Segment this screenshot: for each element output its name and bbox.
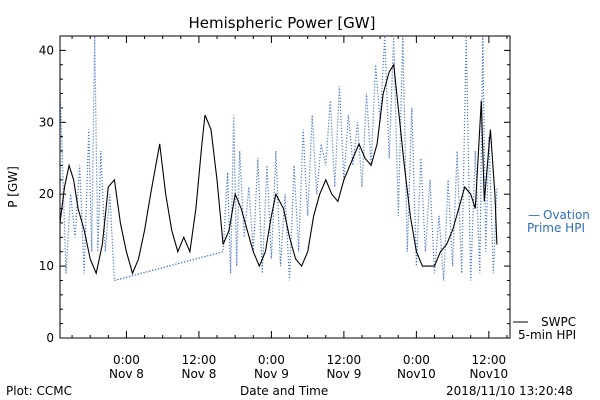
- legend-ovation-marker: —: [528, 208, 540, 222]
- footer-timestamp: 2018/11/10 13:20:48: [446, 384, 573, 398]
- series-ovation-line: [59, 35, 498, 282]
- chart-title: Hemispheric Power [GW]: [189, 14, 376, 32]
- series-layer: [59, 35, 498, 282]
- legend: — Ovation Prime HPI SWPC 5-min HPI: [513, 208, 590, 342]
- footer-plot-credit: Plot: CCMC: [6, 384, 72, 398]
- series-ovation-gap-line: [114, 251, 224, 282]
- x-tick-date: Nov 9: [326, 367, 361, 381]
- legend-swpc-label-2: 5-min HPI: [518, 328, 576, 342]
- x-tick-date: Nov 9: [254, 367, 289, 381]
- y-tick-label: 10: [39, 259, 54, 273]
- x-tick-time: 12:00: [472, 353, 507, 367]
- x-tick-time: 0:00: [403, 353, 430, 367]
- x-tick-time: 0:00: [258, 353, 285, 367]
- x-tick-date: Nov10: [470, 367, 509, 381]
- y-tick-label: 40: [39, 43, 54, 57]
- y-tick-label: 20: [39, 187, 54, 201]
- y-tick-label: 0: [46, 331, 54, 345]
- legend-ovation-label-1: Ovation: [543, 208, 590, 222]
- x-tick-date: Nov10: [397, 367, 436, 381]
- x-tick-date: Nov 8: [109, 367, 144, 381]
- y-axis-label: P [GW]: [6, 166, 20, 208]
- x-tick-date: Nov 8: [181, 367, 216, 381]
- legend-swpc-label-1: SWPC: [541, 315, 576, 329]
- x-tick-time: 0:00: [113, 353, 140, 367]
- x-tick-time: 12:00: [327, 353, 362, 367]
- legend-ovation-label-2: Prime HPI: [527, 221, 585, 235]
- series-swpc-line: [59, 63, 498, 276]
- y-tick-label: 30: [39, 115, 54, 129]
- plot-frame: [59, 35, 511, 339]
- x-tick-time: 12:00: [182, 353, 217, 367]
- x-axis-label: Date and Time: [240, 384, 329, 398]
